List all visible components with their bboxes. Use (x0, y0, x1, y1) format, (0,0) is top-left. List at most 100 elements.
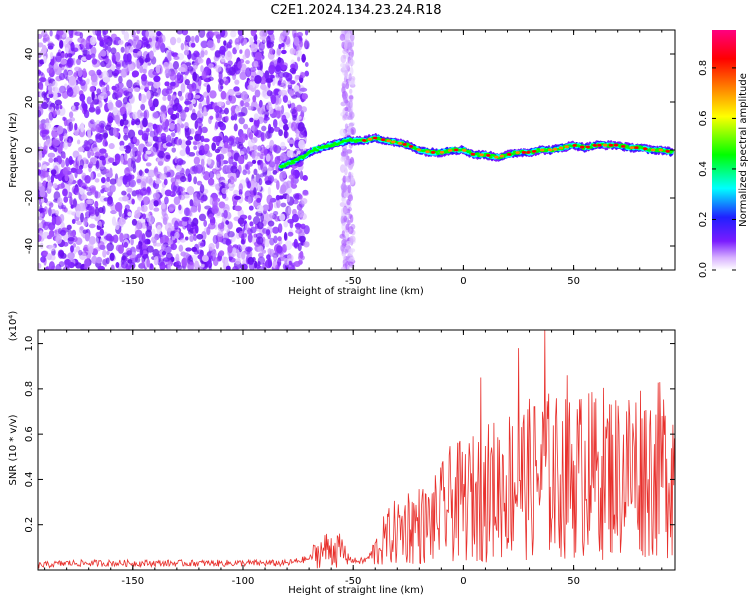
heatmap-cell (117, 244, 124, 254)
heatmap-cell (283, 129, 288, 139)
heatmap-cell (75, 168, 83, 175)
heatmap-cell (80, 182, 87, 187)
heatmap-cell (301, 197, 308, 205)
heatmap-cell (104, 58, 112, 69)
heatmap-cell (339, 33, 346, 41)
heatmap-cell (51, 208, 56, 215)
heatmap-cell (234, 258, 241, 265)
heatmap-cell (348, 99, 353, 109)
heatmap-cell (280, 141, 286, 150)
heatmap-cell (342, 175, 347, 183)
heatmap-cell (105, 84, 110, 93)
heatmap-cell (272, 170, 278, 175)
heatmap-cell (55, 109, 61, 116)
heatmap-cell (83, 244, 89, 251)
heatmap-cell (38, 71, 44, 76)
heatmap-cell (246, 146, 250, 154)
heatmap-cell (134, 209, 141, 219)
heatmap-cell (299, 170, 304, 181)
heatmap-cell (120, 154, 124, 165)
heatmap-cell (65, 157, 70, 167)
heatmap-cell (79, 79, 86, 86)
heatmap-cell (499, 154, 504, 158)
heatmap-cell (122, 233, 128, 240)
heatmap-cell (621, 145, 626, 148)
heatmap-cell (156, 224, 162, 235)
heatmap-cell (292, 199, 299, 205)
heatmap-cell (531, 149, 537, 153)
heatmap-cell (342, 235, 347, 245)
spectrogram-ytick-label: 20 (24, 96, 35, 109)
heatmap-cell (78, 202, 86, 212)
heatmap-cell (228, 155, 234, 165)
heatmap-cell (238, 183, 244, 193)
heatmap-cell (521, 151, 527, 154)
heatmap-cell (166, 85, 173, 91)
heatmap-cell (79, 159, 85, 168)
heatmap-cell (66, 87, 74, 97)
heatmap-cell (66, 224, 72, 231)
heatmap-cell (57, 30, 64, 36)
heatmap-cell (286, 150, 294, 158)
figure-title: C2E1.2024.134.23.24.R18 (270, 3, 441, 18)
heatmap-cell (89, 85, 95, 93)
heatmap-cell (166, 134, 172, 143)
heatmap-cell (349, 30, 354, 35)
heatmap-cell (69, 196, 73, 206)
heatmap-cell (257, 256, 266, 265)
heatmap-cell (293, 194, 301, 201)
heatmap-cell (165, 142, 173, 147)
heatmap-cell (194, 133, 202, 142)
heatmap-cell (63, 196, 69, 203)
heatmap-cell (39, 230, 43, 237)
heatmap-cell (123, 214, 128, 220)
heatmap-cell (102, 249, 107, 258)
heatmap-cell (201, 70, 207, 80)
heatmap-cell (176, 264, 183, 270)
heatmap-cell (140, 85, 145, 90)
heatmap-cell (39, 123, 47, 130)
heatmap-cell (251, 151, 256, 159)
heatmap-cell (99, 155, 106, 161)
heatmap-cell (250, 125, 255, 131)
heatmap-cell (288, 174, 296, 180)
heatmap-cell (176, 158, 184, 166)
heatmap-cell (114, 115, 121, 123)
heatmap-cell (41, 91, 47, 98)
heatmap-cell (41, 44, 47, 54)
heatmap-cell (259, 31, 263, 37)
heatmap-cell (161, 187, 165, 196)
heatmap-cell (277, 155, 281, 163)
heatmap-cell (259, 35, 267, 41)
heatmap-cell (51, 127, 58, 132)
heatmap-cell (48, 157, 54, 163)
heatmap-cell (239, 49, 243, 54)
heatmap-cell (38, 185, 45, 192)
heatmap-cell (47, 174, 51, 182)
heatmap-cell (196, 180, 203, 186)
heatmap-cell (95, 231, 101, 238)
heatmap-cell (277, 223, 283, 234)
heatmap-cell (188, 210, 192, 217)
heatmap-cell (613, 143, 619, 147)
heatmap-cell (249, 70, 257, 78)
heatmap-cell (124, 110, 128, 119)
spectrogram-xtick-label: 0 (460, 276, 466, 287)
heatmap-cell (144, 57, 149, 63)
heatmap-cell (168, 203, 176, 211)
heatmap-cell (94, 206, 100, 217)
heatmap-cell (176, 30, 184, 35)
heatmap-cell (488, 156, 493, 159)
heatmap-cell (208, 76, 214, 82)
heatmap-cell (281, 80, 287, 89)
heatmap-cell (142, 68, 147, 74)
heatmap-cell (143, 110, 148, 119)
heatmap-cell (145, 43, 151, 49)
heatmap-cell (99, 228, 104, 236)
heatmap-cell (86, 96, 92, 105)
heatmap-cell (347, 226, 354, 235)
heatmap-cell (198, 213, 207, 222)
heatmap-cell (299, 212, 307, 221)
heatmap-cell (108, 143, 115, 150)
heatmap-cell (331, 144, 336, 147)
